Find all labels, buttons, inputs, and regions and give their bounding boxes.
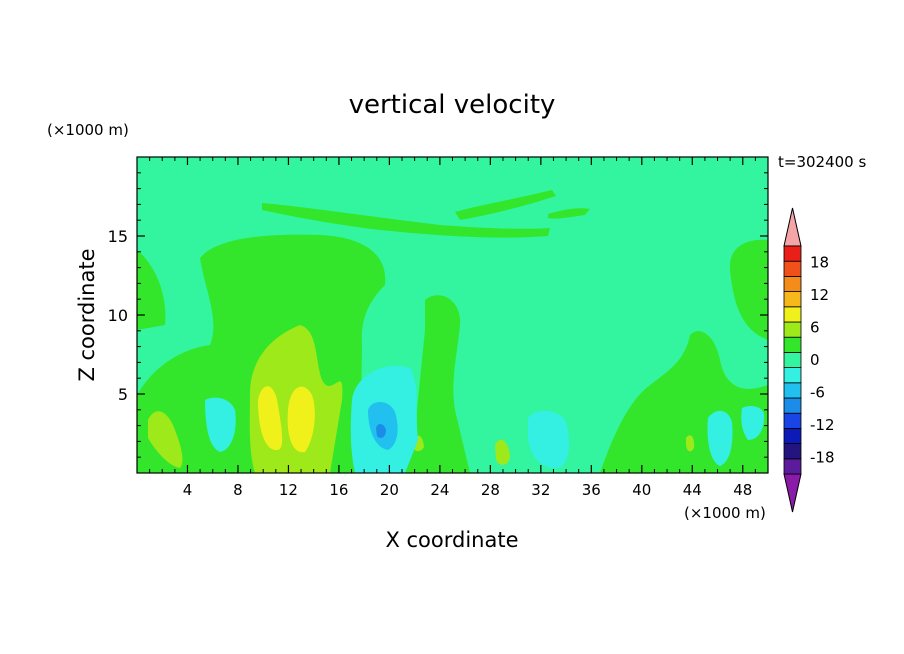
colorbar-band: [783, 291, 802, 308]
contour-upper-filament: [262, 203, 550, 238]
contour-moderate-updraft-left: [148, 411, 183, 468]
colorbar-band: [783, 336, 802, 353]
contour-upper-wisps: [455, 190, 590, 220]
x-tick-label: 48: [733, 481, 752, 499]
colorbar-tick-label: -12: [810, 416, 835, 434]
x-tick-label: 24: [430, 481, 449, 499]
x-tick-label: 8: [233, 481, 243, 499]
colorbar-band: [783, 245, 802, 262]
y-tick-label: 15: [108, 227, 128, 246]
colorbar-band: [783, 412, 802, 429]
colorbar-tick-label: 12: [810, 286, 829, 304]
colorbar-tick-label: 18: [810, 253, 829, 271]
x-axis-label: X coordinate: [385, 528, 518, 552]
colorbar-band: [783, 351, 802, 368]
colorbar-band: [783, 382, 802, 399]
x-tick-label: 20: [380, 481, 399, 499]
contour-weak-downdraft-mid: [528, 410, 570, 469]
x-tick-label: 12: [279, 481, 298, 499]
contour-strong-downdraft: [376, 424, 386, 438]
colorbar-band: [783, 275, 802, 292]
colorbar-tick-label: -18: [810, 449, 835, 467]
colorbar-band: [783, 306, 802, 323]
colorbar-tick-label: 6: [810, 318, 820, 336]
y-axis-ticks: 5 10 15: [108, 172, 768, 458]
x-tick-label: 40: [632, 481, 651, 499]
colorbar-band: [783, 458, 802, 475]
colorbar-band: [783, 367, 802, 384]
colorbar: 18 12 6 0 -6 -12 -18: [783, 207, 835, 513]
contour-right-weak-updraft: [729, 239, 768, 340]
x-tick-label: 16: [329, 481, 348, 499]
colorbar-band: [783, 260, 802, 277]
colorbar-band: [783, 321, 802, 338]
colorbar-band: [783, 427, 802, 444]
contour-weak-downdraft-left: [205, 397, 236, 452]
y-axis-label: Z coordinate: [75, 248, 99, 381]
x-unit-label: (×1000 m): [684, 504, 766, 522]
contour-field: [137, 190, 768, 473]
chart-title: vertical velocity: [349, 90, 556, 120]
y-tick-label: 5: [118, 385, 128, 404]
contour-left-edge-updraft: [137, 250, 166, 330]
x-tick-label: 4: [183, 481, 193, 499]
colorbar-tick-label: 0: [810, 351, 820, 369]
colorbar-band: [783, 443, 802, 460]
x-tick-label: 36: [582, 481, 601, 499]
x-axis-ticks: 4 8 12 16 20 24 28 32 36 40 44 48: [149, 157, 756, 499]
x-tick-label: 28: [481, 481, 500, 499]
time-label: t=302400 s: [778, 153, 866, 171]
contour-weak-downdraft-right: [707, 406, 765, 466]
x-tick-label: 44: [683, 481, 702, 499]
colorbar-under-triangle: [783, 473, 802, 513]
colorbar-tick-label: -6: [810, 384, 825, 402]
x-tick-label: 32: [531, 481, 550, 499]
y-tick-label: 10: [108, 306, 128, 325]
y-unit-label: (×1000 m): [47, 121, 129, 139]
contour-strong-updraft-core: [258, 386, 315, 453]
colorbar-over-triangle: [783, 207, 802, 247]
colorbar-band: [783, 397, 802, 414]
